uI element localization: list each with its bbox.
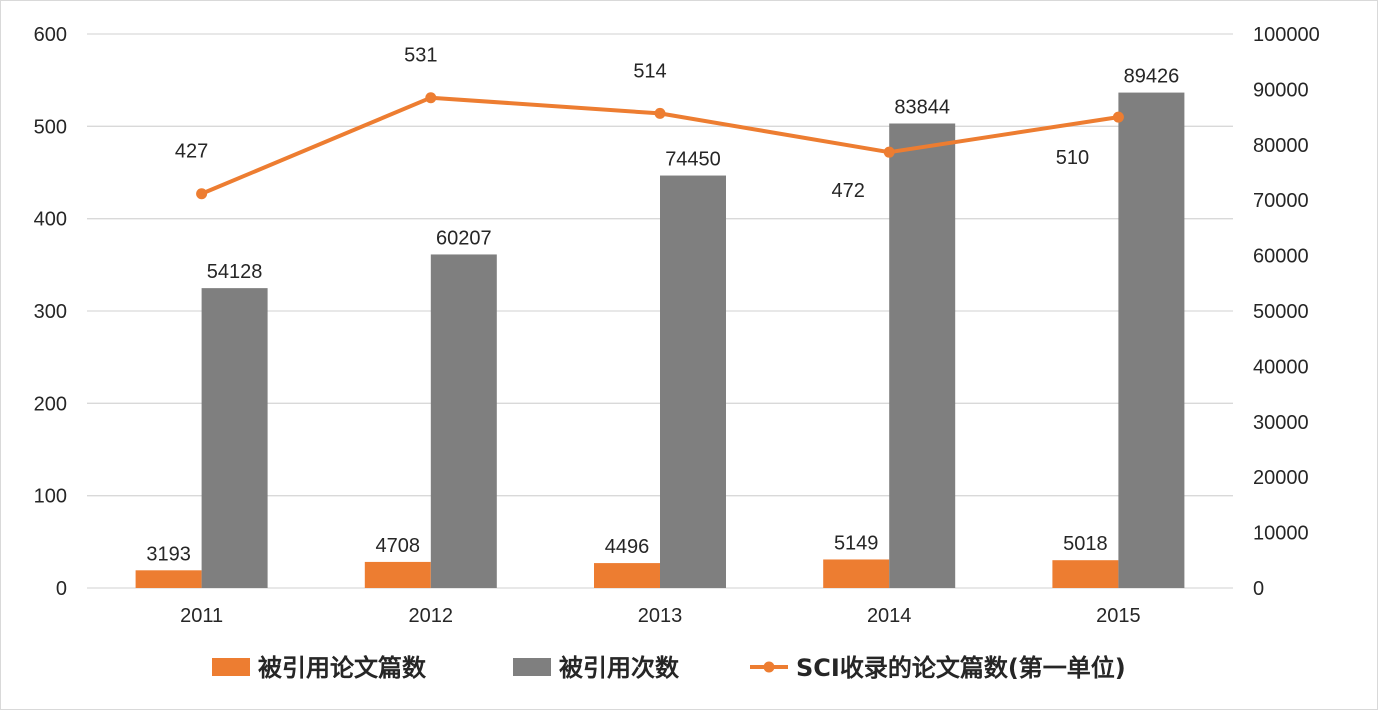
line-point	[654, 107, 666, 119]
data-label: 5018	[1063, 533, 1108, 555]
line-series	[196, 92, 1124, 200]
left-tick-label: 600	[34, 24, 67, 46]
x-tick-label: 2013	[638, 605, 683, 627]
data-label: 531	[404, 45, 437, 67]
right-tick-label: 80000	[1253, 135, 1309, 157]
legend-swatch	[212, 658, 250, 676]
legend-label: 被引用次数	[559, 654, 680, 682]
right-axis-ticks: 0 10000 20000 30000 40000 50000 60000 70000 8000…	[1253, 24, 1320, 600]
data-label: 427	[175, 141, 208, 163]
right-tick-label: 60000	[1253, 246, 1309, 268]
right-tick-label: 70000	[1253, 190, 1309, 212]
bar	[823, 559, 890, 588]
line-point	[883, 146, 895, 158]
x-tick-label: 2011	[180, 605, 223, 627]
data-label: 54128	[207, 261, 263, 283]
legend-swatch	[513, 658, 551, 676]
data-label: 83844	[894, 97, 950, 119]
x-tick-label: 2012	[409, 605, 454, 627]
data-label: 89426	[1124, 66, 1180, 88]
data-labels: 3193 4708 4496 5149 5018 54128 60207 74450 83844…	[146, 45, 1179, 566]
line-point	[1112, 111, 1124, 123]
x-tick-label: 2014	[867, 605, 912, 627]
left-tick-label: 0	[56, 578, 67, 600]
x-axis-ticks: 2011 2012 2013 2014 2015	[180, 605, 1141, 627]
left-tick-label: 400	[34, 209, 67, 231]
legend-marker	[763, 661, 775, 673]
data-label: 472	[832, 180, 865, 202]
right-tick-label: 10000	[1253, 523, 1309, 545]
data-label: 3193	[146, 543, 191, 565]
left-axis-ticks: 0 100 200 300 400 500 600	[34, 24, 67, 600]
legend-label: SCI收录的论文篇数(第一单位)	[796, 654, 1126, 682]
data-label: 74450	[665, 149, 721, 171]
bars	[135, 92, 1185, 589]
x-tick-label: 2015	[1096, 605, 1141, 627]
data-label: 5149	[834, 532, 879, 554]
left-tick-label: 500	[34, 116, 67, 138]
legend: 被引用论文篇数 被引用次数 SCI收录的论文篇数(第一单位)	[212, 654, 1126, 682]
bar	[201, 288, 268, 588]
data-label: 60207	[436, 227, 492, 249]
right-tick-label: 30000	[1253, 412, 1309, 434]
data-label: 514	[633, 60, 666, 82]
bar	[660, 175, 726, 588]
bar	[430, 254, 497, 588]
left-tick-label: 200	[34, 393, 67, 415]
bar	[1052, 560, 1119, 588]
right-tick-label: 100000	[1253, 24, 1320, 46]
data-label: 4708	[376, 535, 421, 557]
bar	[889, 123, 956, 588]
right-tick-label: 20000	[1253, 467, 1309, 489]
line-point	[196, 188, 208, 200]
right-tick-label: 0	[1253, 578, 1264, 600]
right-tick-label: 40000	[1253, 356, 1309, 378]
right-tick-label: 90000	[1253, 79, 1309, 101]
bar	[135, 570, 202, 588]
data-label: 510	[1056, 147, 1089, 169]
bar	[594, 563, 660, 588]
data-label: 4496	[605, 536, 650, 558]
legend-label: 被引用论文篇数	[258, 654, 427, 682]
bar	[1118, 92, 1185, 589]
bar	[364, 561, 431, 588]
left-tick-label: 300	[34, 301, 67, 323]
right-tick-label: 50000	[1253, 301, 1309, 323]
left-tick-label: 100	[34, 486, 67, 508]
line-point	[425, 92, 437, 104]
